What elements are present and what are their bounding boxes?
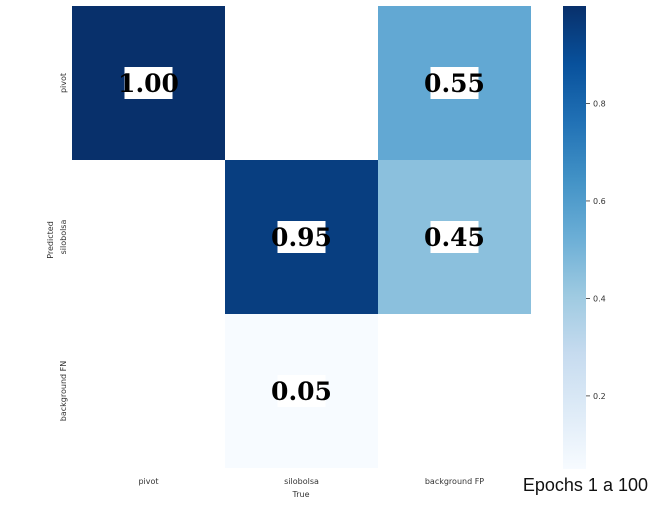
cell-value-label: 0.55 xyxy=(424,69,485,98)
heatmap-value-labels: 1.00 0.55 0.95 0.45 0.05 xyxy=(118,67,485,407)
colorbar-tick-label: 0.6 xyxy=(593,197,606,206)
x-tick-label: silobolsa xyxy=(284,477,319,486)
y-axis-tick-labels: pivot silobolsa background FN xyxy=(59,73,68,421)
cell-value-label: 0.95 xyxy=(271,223,332,252)
cell-label-background xyxy=(124,67,173,99)
y-tick-label: pivot xyxy=(59,73,68,93)
cell-label-background xyxy=(277,221,326,253)
colorbar-ticks: 0.2 0.4 0.6 0.8 xyxy=(586,99,606,401)
colorbar-tick-label: 0.8 xyxy=(593,99,606,108)
y-tick-label: silobolsa xyxy=(59,220,68,255)
cell-label-background xyxy=(430,221,479,253)
x-axis-tick-labels: pivot silobolsa background FP xyxy=(138,477,484,486)
epochs-annotation: Epochs 1 a 100 xyxy=(523,475,648,495)
colorbar-tick-label: 0.2 xyxy=(593,392,606,401)
x-tick-label: pivot xyxy=(138,477,158,486)
x-tick-label: background FP xyxy=(425,477,484,486)
cell-value-label: 0.05 xyxy=(271,377,332,406)
colorbar xyxy=(563,6,586,469)
y-axis-title: Predicted xyxy=(46,221,55,259)
cell-value-label: 0.45 xyxy=(424,223,485,252)
cell-value-label: 1.00 xyxy=(118,69,179,98)
x-axis-title: True xyxy=(292,490,310,499)
cell-label-background xyxy=(430,67,479,99)
y-tick-label: background FN xyxy=(59,361,68,421)
colorbar-tick-label: 0.4 xyxy=(593,294,606,303)
cell-label-background xyxy=(277,375,326,407)
